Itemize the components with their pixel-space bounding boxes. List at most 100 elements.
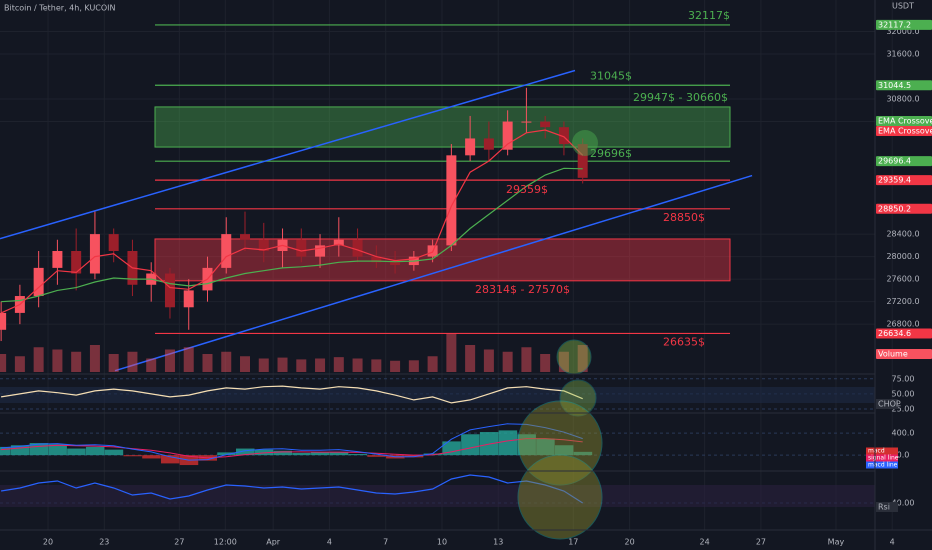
chop-band bbox=[0, 387, 875, 403]
macd-bar bbox=[573, 451, 593, 456]
macd-bar bbox=[48, 444, 67, 456]
zone bbox=[154, 238, 731, 282]
plot: 20 23 27 12:00 Apr 4 7 10 13 17 20 24 27 May 432000.03… bbox=[0, 9, 932, 547]
price-tag-box bbox=[876, 203, 932, 214]
candle-body bbox=[483, 138, 494, 150]
x-tick-label: 20 bbox=[624, 538, 634, 547]
candle-body bbox=[315, 245, 326, 257]
price-tag: 28850.2 bbox=[878, 204, 911, 213]
volume-bar bbox=[577, 345, 588, 372]
legend-box bbox=[866, 447, 898, 455]
volume-bar bbox=[202, 354, 213, 372]
pane-label: CHOP bbox=[878, 400, 901, 409]
macd-bar bbox=[423, 453, 443, 456]
candle-body bbox=[258, 239, 269, 252]
legend-entry: signal line bbox=[868, 455, 899, 462]
price-tag: 31044.5 bbox=[878, 81, 911, 90]
y-tick-label: 27200.0 bbox=[886, 297, 919, 306]
y-tick-label: 28000.0 bbox=[886, 252, 919, 261]
macd-bar bbox=[348, 454, 368, 456]
level-label: 29359$ bbox=[506, 183, 548, 196]
volume-bar bbox=[14, 356, 25, 372]
x-tick-label: 4 bbox=[327, 538, 332, 547]
legend-entry: macd line bbox=[868, 462, 898, 469]
macd-bar bbox=[367, 455, 386, 457]
volume-bar bbox=[127, 351, 138, 372]
candle-body bbox=[333, 239, 344, 246]
ema-line bbox=[1, 167, 583, 303]
macd-bar bbox=[142, 455, 161, 459]
macd-bar bbox=[217, 452, 236, 456]
highlight-circle bbox=[572, 130, 598, 156]
macd-bar bbox=[67, 448, 86, 456]
level-label: 28850$ bbox=[663, 211, 705, 224]
volume-bar bbox=[315, 358, 326, 372]
volume-bar bbox=[296, 359, 307, 372]
volume-bar bbox=[146, 358, 157, 372]
volume-bar bbox=[371, 359, 382, 372]
pane-label-box bbox=[876, 349, 932, 359]
candle-body bbox=[502, 121, 513, 150]
price-tag-box bbox=[876, 80, 932, 91]
volume-bar bbox=[408, 360, 419, 372]
y-tick-label: 75.00 bbox=[892, 374, 915, 383]
macd-bar bbox=[442, 441, 461, 456]
volume-bar bbox=[502, 351, 513, 372]
x-tick-label: 7 bbox=[383, 538, 388, 547]
macd-bar bbox=[123, 455, 142, 457]
x-tick-label: 23 bbox=[99, 538, 109, 547]
volume-bar bbox=[277, 357, 288, 372]
macd-bar bbox=[160, 455, 180, 464]
y-tick-label: 26800.0 bbox=[886, 320, 919, 329]
y-tick-label: 50.00 bbox=[892, 389, 915, 398]
volume-bar bbox=[221, 351, 232, 372]
candle-body bbox=[89, 234, 100, 274]
y-tick-label: 32000.0 bbox=[886, 27, 919, 36]
volume-bar bbox=[521, 347, 532, 372]
unit-label: USDT bbox=[892, 2, 914, 11]
x-tick-label: 12:00 bbox=[214, 538, 237, 547]
legend-box bbox=[866, 461, 898, 469]
price-tag-box bbox=[876, 328, 932, 339]
volume-bar bbox=[89, 345, 100, 372]
candle-body bbox=[521, 121, 532, 123]
legend-box bbox=[866, 454, 898, 462]
macd-bar bbox=[273, 450, 293, 456]
legend-entry: EMA Crossover_01 bbox=[878, 127, 932, 136]
pane-label: Rsi bbox=[878, 503, 890, 512]
pane-label-box bbox=[876, 502, 898, 512]
x-tick-label: 10 bbox=[437, 538, 447, 547]
legend-entry-box bbox=[876, 116, 932, 126]
level-label: 26635$ bbox=[663, 335, 705, 348]
volume-bar bbox=[33, 347, 44, 372]
macd-bar bbox=[85, 446, 105, 456]
x-tick-label: 4 bbox=[890, 538, 895, 547]
x-tick-label: 24 bbox=[700, 538, 710, 547]
macd-bar bbox=[329, 451, 349, 456]
price-tag: 32117.2 bbox=[878, 20, 911, 29]
trendline bbox=[0, 69, 576, 240]
volume-bar bbox=[483, 349, 494, 372]
candle-body bbox=[540, 121, 551, 128]
macd-bar bbox=[10, 445, 30, 456]
candle-body bbox=[558, 127, 569, 145]
x-tick-label: May bbox=[828, 538, 845, 547]
price-tag: 29359.4 bbox=[878, 176, 911, 185]
level-label: 31045$ bbox=[590, 69, 632, 82]
y-tick-label: 31600.0 bbox=[886, 50, 919, 59]
highlight-circle bbox=[517, 454, 603, 540]
y-tick-label: 27600.0 bbox=[886, 275, 919, 284]
volume-bar bbox=[0, 354, 7, 372]
indicator-line bbox=[1, 474, 584, 504]
legend-entry: macd bbox=[868, 448, 885, 455]
candle-body bbox=[164, 273, 175, 308]
candle-body bbox=[577, 144, 588, 178]
indicator-line bbox=[1, 385, 583, 404]
y-tick-label: 40.00 bbox=[892, 499, 915, 508]
pane-label-box bbox=[876, 399, 898, 409]
level-label: 32117$ bbox=[688, 9, 730, 22]
volume-bar bbox=[108, 354, 119, 372]
legend-entry-box bbox=[876, 126, 932, 136]
candle-body bbox=[71, 251, 82, 274]
candle-body bbox=[33, 267, 44, 297]
